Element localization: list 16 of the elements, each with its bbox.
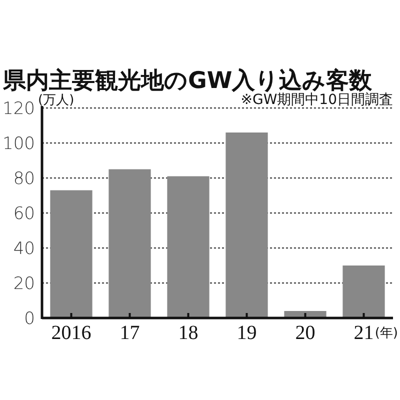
- ytick: 40: [13, 239, 35, 259]
- ytick: 0: [24, 309, 35, 329]
- xlabel: (年): [374, 326, 398, 341]
- ytick: 80: [13, 169, 35, 189]
- ytick: 60: [13, 204, 35, 224]
- ytick: 20: [13, 274, 35, 294]
- ylabel: (万人): [38, 93, 74, 108]
- xtick: 17: [120, 322, 140, 344]
- ytick: 100: [2, 134, 35, 154]
- xtick: 20: [295, 322, 316, 344]
- annotation: ※GW期間中10日間調査: [240, 92, 393, 108]
- ytick: 120: [2, 99, 35, 119]
- xtick: 19: [236, 322, 257, 344]
- xtick: 2016: [51, 322, 92, 344]
- xtick: 21: [354, 322, 374, 344]
- xtick: 18: [178, 322, 198, 344]
